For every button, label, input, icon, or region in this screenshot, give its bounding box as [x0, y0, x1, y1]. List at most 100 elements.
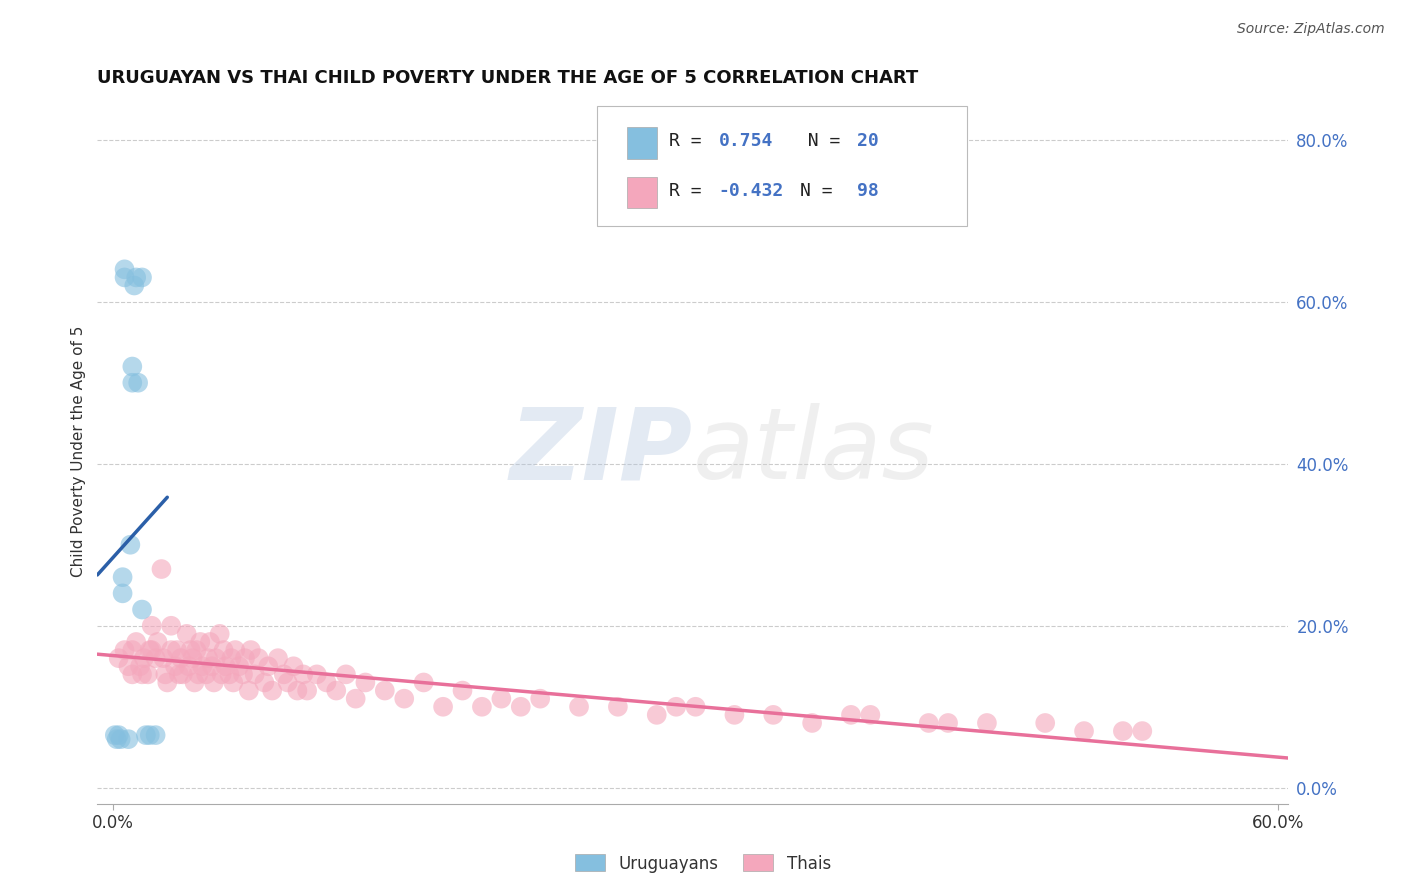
Point: [287, 683, 309, 698]
Point: [195, 667, 218, 681]
Point: [150, 562, 173, 576]
Point: [121, 643, 143, 657]
Point: [114, 270, 136, 285]
Point: [685, 699, 707, 714]
Point: [606, 699, 628, 714]
Point: [145, 651, 167, 665]
Point: [1033, 716, 1056, 731]
Point: [131, 270, 153, 285]
Point: [1130, 724, 1153, 739]
Point: [163, 659, 186, 673]
Point: [239, 643, 262, 657]
Point: [645, 707, 668, 722]
Point: [257, 659, 280, 673]
Point: [136, 667, 159, 681]
Text: N =: N =: [800, 182, 844, 200]
Point: [114, 643, 136, 657]
Point: [917, 716, 939, 731]
Point: [665, 699, 688, 714]
Point: [374, 683, 396, 698]
Point: [354, 675, 377, 690]
Point: [253, 675, 276, 690]
Point: [214, 659, 236, 673]
Point: [125, 270, 148, 285]
Point: [451, 683, 474, 698]
Point: [205, 651, 228, 665]
Point: [146, 635, 169, 649]
Point: [305, 667, 328, 681]
Point: [202, 675, 225, 690]
Point: [188, 635, 211, 649]
Point: [176, 627, 198, 641]
Text: 0.754: 0.754: [718, 133, 773, 151]
Point: [232, 667, 254, 681]
Point: [936, 716, 959, 731]
Point: [122, 278, 145, 293]
Point: [156, 675, 179, 690]
Y-axis label: Child Poverty Under the Age of 5: Child Poverty Under the Age of 5: [72, 326, 86, 577]
Text: R =: R =: [669, 182, 713, 200]
Point: [131, 667, 153, 681]
Point: [121, 359, 143, 374]
Point: [127, 376, 149, 390]
Point: [139, 728, 162, 742]
Point: [976, 716, 998, 731]
Point: [723, 707, 745, 722]
Point: [120, 538, 142, 552]
Point: [212, 643, 235, 657]
Point: [267, 651, 290, 665]
Point: [117, 659, 139, 673]
Point: [155, 667, 177, 681]
Point: [191, 659, 214, 673]
Point: [111, 586, 134, 600]
Text: ZIP: ZIP: [509, 403, 693, 500]
Point: [529, 691, 551, 706]
Point: [283, 659, 305, 673]
Point: [180, 643, 202, 657]
FancyBboxPatch shape: [627, 177, 657, 209]
Point: [315, 675, 337, 690]
Text: 20: 20: [858, 133, 879, 151]
Point: [172, 667, 194, 681]
Legend: Uruguayans, Thais: Uruguayans, Thais: [568, 847, 838, 880]
Point: [471, 699, 494, 714]
Point: [222, 675, 245, 690]
Text: Source: ZipAtlas.com: Source: ZipAtlas.com: [1237, 22, 1385, 37]
Point: [187, 667, 209, 681]
Point: [139, 643, 162, 657]
Point: [224, 643, 246, 657]
Point: [221, 651, 243, 665]
Point: [208, 627, 231, 641]
Point: [198, 635, 221, 649]
Point: [166, 643, 188, 657]
FancyBboxPatch shape: [627, 128, 657, 159]
Point: [238, 683, 260, 698]
Point: [111, 570, 134, 584]
Point: [394, 691, 416, 706]
Point: [105, 732, 128, 747]
Point: [160, 643, 183, 657]
Point: [131, 602, 153, 616]
Point: [186, 643, 208, 657]
Point: [247, 651, 270, 665]
Point: [335, 667, 357, 681]
Point: [243, 667, 266, 681]
Point: [325, 683, 347, 698]
Point: [141, 643, 163, 657]
Point: [201, 659, 224, 673]
Point: [141, 619, 163, 633]
Point: [432, 699, 454, 714]
Point: [107, 651, 129, 665]
Point: [233, 651, 256, 665]
Text: 98: 98: [858, 182, 879, 200]
Point: [344, 691, 367, 706]
Point: [125, 635, 148, 649]
Point: [117, 732, 139, 747]
Point: [228, 659, 250, 673]
Point: [859, 707, 882, 722]
Point: [160, 619, 183, 633]
Point: [218, 667, 240, 681]
Point: [135, 728, 157, 742]
Point: [762, 707, 785, 722]
Point: [107, 728, 129, 742]
